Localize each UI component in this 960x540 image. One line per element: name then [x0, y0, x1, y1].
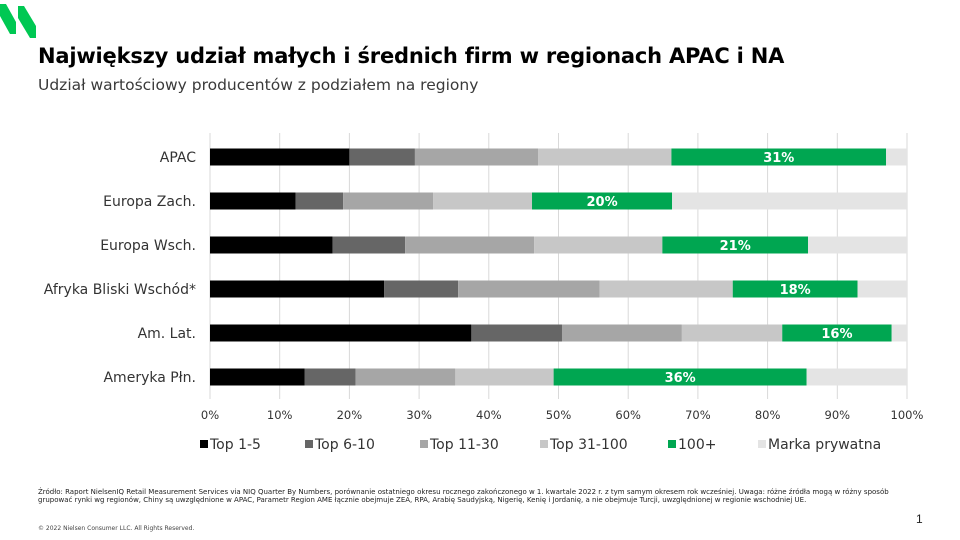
bar-segment	[210, 368, 305, 386]
bar-segment	[886, 148, 907, 166]
category-label: Europa Wsch.	[100, 238, 196, 254]
bar-segment	[681, 324, 783, 342]
data-label: 36%	[665, 371, 696, 386]
bar-segment	[343, 192, 434, 210]
category-label: Ameryka Płn.	[103, 370, 196, 386]
stacked-bar-chart: APAC 31% Europa Zach. 20% Europa Wsch. 21% Afr…	[44, 133, 924, 453]
bar-segment	[295, 192, 344, 210]
bar-segment	[532, 192, 673, 210]
legend-label: 100+	[678, 437, 716, 453]
x-tick-label: 40%	[476, 408, 502, 422]
bar-segment	[662, 236, 809, 254]
bar-segment	[355, 368, 456, 386]
legend-label: Top 6-10	[314, 437, 375, 453]
category-label: Europa Zach.	[103, 194, 196, 210]
page-title: Największy udział małych i średnich firm…	[38, 44, 785, 68]
legend-swatch	[200, 440, 208, 448]
bar-segment	[210, 236, 333, 254]
bar-segment	[210, 148, 350, 166]
category-label: Am. Lat.	[138, 326, 196, 342]
x-tick-label: 10%	[267, 408, 293, 422]
data-label: 16%	[821, 327, 852, 342]
bar-segment	[210, 280, 385, 298]
legend-swatch	[758, 440, 766, 448]
x-tick-label: 20%	[337, 408, 363, 422]
bar-segment	[384, 280, 459, 298]
bar-segment	[433, 192, 533, 210]
bar-segment	[349, 148, 415, 166]
x-tick-label: 80%	[755, 408, 781, 422]
bar-segment	[210, 192, 296, 210]
bar-segment	[782, 324, 892, 342]
bar-segment	[210, 324, 472, 342]
x-tick-label: 60%	[615, 408, 641, 422]
x-tick-label: 100%	[891, 408, 924, 422]
bar-segment	[857, 280, 907, 298]
data-label: 21%	[720, 239, 751, 254]
copyright: © 2022 Nielsen Consumer LLC. All Rights …	[38, 525, 195, 532]
legend-swatch	[305, 440, 313, 448]
bar-segment	[332, 236, 406, 254]
bar-segment	[553, 368, 807, 386]
page-number: 1	[916, 512, 923, 526]
bar-segment	[808, 236, 907, 254]
legend-label: Marka prywatna	[768, 437, 881, 453]
bar-segment	[534, 236, 663, 254]
bar-segment	[455, 368, 554, 386]
x-tick-label: 70%	[685, 408, 711, 422]
legend-label: Top 31-100	[549, 437, 628, 453]
bar-segment	[405, 236, 535, 254]
bar-segment	[471, 324, 562, 342]
legend-label: Top 1-5	[209, 437, 261, 453]
data-label: 20%	[587, 195, 618, 210]
data-label: 31%	[763, 151, 794, 166]
bar-segment	[806, 368, 907, 386]
bar-segment	[732, 280, 858, 298]
bar-segment	[538, 148, 672, 166]
nielsen-logo	[0, 4, 36, 38]
bar-segment	[458, 280, 600, 298]
bar-segment	[599, 280, 733, 298]
legend-label: Top 11-30	[429, 437, 499, 453]
x-tick-label: 0%	[201, 408, 219, 422]
category-label: APAC	[160, 150, 196, 166]
x-tick-label: 90%	[825, 408, 851, 422]
bar-segment	[672, 192, 907, 210]
bar-segment	[671, 148, 887, 166]
legend-swatch	[420, 440, 428, 448]
bar-segment	[891, 324, 907, 342]
source-note: Źródło: Raport NielsenIQ Retail Measurem…	[38, 488, 889, 505]
data-label: 18%	[780, 283, 811, 298]
x-tick-label: 30%	[406, 408, 432, 422]
bar-segment	[561, 324, 682, 342]
x-tick-label: 50%	[546, 408, 572, 422]
legend-swatch	[668, 440, 676, 448]
bar-segment	[304, 368, 356, 386]
legend-swatch	[540, 440, 548, 448]
category-label: Afryka Bliski Wschód*	[44, 282, 196, 298]
bar-segment	[414, 148, 539, 166]
page-subtitle: Udział wartościowy producentów z podział…	[38, 76, 479, 94]
